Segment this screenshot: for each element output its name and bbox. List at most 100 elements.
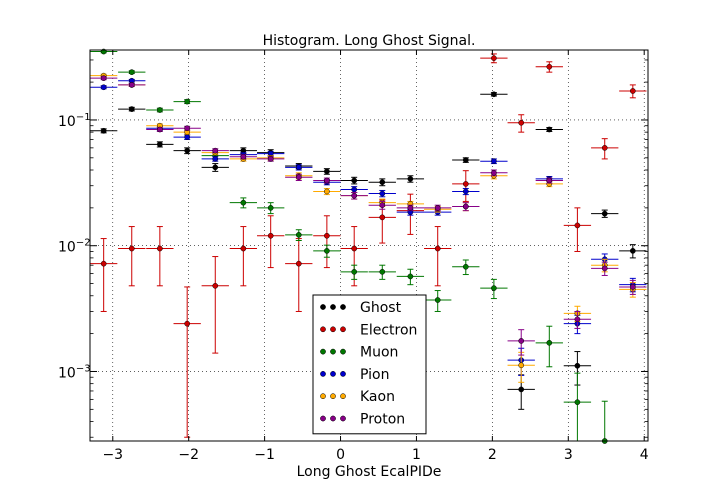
- legend-label: Pion: [360, 367, 389, 383]
- data-point: [491, 91, 497, 98]
- series-ghost: [90, 91, 647, 410]
- data-point: [518, 386, 525, 393]
- data-point: [212, 164, 219, 171]
- legend-marker: [320, 326, 326, 333]
- data-point: [379, 179, 386, 186]
- legend-label: Muon: [360, 345, 398, 361]
- data-point: [574, 399, 581, 406]
- data-point: [379, 268, 386, 275]
- legend-marker: [330, 371, 336, 377]
- x-tick-label: 0: [336, 447, 345, 463]
- legend-label: Proton: [360, 412, 405, 428]
- data-point: [574, 222, 581, 229]
- data-point: [518, 338, 525, 344]
- data-point: [240, 153, 247, 160]
- legend-marker: [340, 326, 346, 333]
- data-point: [184, 134, 191, 140]
- data-point: [546, 339, 553, 346]
- data-point: [324, 248, 330, 254]
- data-point: [156, 126, 163, 133]
- data-point: [574, 362, 581, 369]
- data-point: [462, 188, 469, 195]
- legend-item: Proton: [320, 412, 405, 428]
- data-point: [128, 106, 135, 112]
- data-point: [184, 320, 191, 327]
- legend-label: Ghost: [360, 300, 402, 316]
- legend-item: Muon: [320, 345, 398, 361]
- legend-marker: [330, 348, 336, 355]
- grid: [90, 50, 648, 441]
- data-point: [128, 82, 135, 88]
- data-point: [629, 88, 636, 94]
- data-point: [491, 55, 497, 62]
- legend-item: Kaon: [320, 389, 395, 405]
- data-point: [546, 177, 553, 184]
- legend-box: [312, 294, 427, 435]
- x-tick-label: 2: [488, 447, 497, 463]
- data-point: [156, 141, 163, 148]
- data-point: [295, 174, 302, 181]
- data-point: [351, 177, 358, 184]
- data-point: [240, 199, 247, 206]
- data-point: [351, 192, 358, 199]
- data-point: [100, 127, 107, 134]
- legend-item: Electron: [320, 322, 417, 338]
- legend-marker: [340, 348, 346, 355]
- data-point: [546, 126, 553, 133]
- data-point: [324, 232, 330, 239]
- legend-marker: [340, 415, 346, 422]
- x-tick-label: −2: [178, 447, 199, 463]
- data-point: [267, 156, 274, 162]
- legend-marker: [340, 393, 346, 400]
- legend-label: Electron: [360, 322, 417, 338]
- data-point: [434, 205, 441, 211]
- legend-marker: [340, 371, 346, 377]
- x-tick-label: 1: [412, 447, 421, 463]
- data-point: [407, 273, 414, 280]
- x-axis-title: Long Ghost EcalPIDe: [297, 464, 442, 480]
- y-tick-label: 10−2: [58, 238, 91, 256]
- legend-marker: [330, 326, 336, 333]
- data-point: [434, 297, 441, 303]
- legend-marker: [320, 348, 326, 355]
- legend-marker: [330, 415, 336, 422]
- data-point: [184, 98, 191, 105]
- series-proton: [90, 75, 647, 356]
- chart-title: Histogram. Long Ghost Signal.: [263, 33, 476, 49]
- legend-marker: [320, 371, 326, 377]
- data-point: [212, 147, 219, 154]
- data-point: [518, 362, 525, 369]
- axis-ticks: −3 −2 −1 0 1 2 3 4 10−3 10−2 10−1: [58, 50, 649, 463]
- data-point: [379, 202, 386, 209]
- legend-marker: [320, 415, 326, 422]
- data-point: [462, 263, 469, 270]
- data-point: [295, 232, 302, 238]
- data-point: [295, 164, 302, 171]
- legend-marker: [320, 393, 326, 400]
- data-point: [351, 268, 358, 275]
- x-tick-label: −3: [102, 447, 123, 463]
- data-point: [324, 188, 330, 195]
- data-point: [601, 210, 608, 217]
- data-point: [629, 248, 636, 254]
- data-point: [212, 156, 219, 162]
- legend-marker: [330, 393, 336, 400]
- data-point: [184, 125, 191, 132]
- legend-marker: [320, 304, 326, 310]
- data-point: [100, 260, 107, 267]
- data-point: [574, 316, 581, 323]
- data-point: [407, 205, 414, 211]
- legend-label: Kaon: [360, 389, 395, 405]
- data-point: [212, 282, 219, 289]
- data-point: [156, 107, 163, 113]
- legend-item: Ghost: [320, 300, 402, 316]
- data-point: [324, 177, 330, 184]
- legend-marker: [330, 304, 336, 310]
- data-point: [267, 205, 274, 211]
- data-point: [128, 69, 135, 75]
- data-point: [184, 147, 191, 154]
- x-tick-label: 3: [564, 447, 573, 463]
- data-point: [407, 176, 414, 182]
- data-point: [434, 245, 441, 252]
